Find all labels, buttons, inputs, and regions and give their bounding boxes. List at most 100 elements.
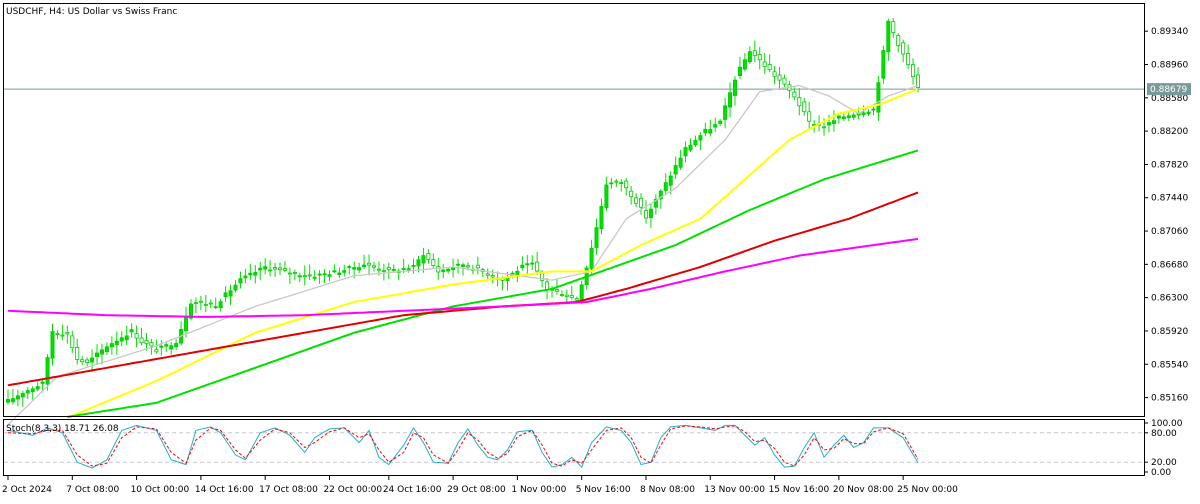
candle-body (312, 276, 317, 279)
candle-body (258, 267, 263, 271)
candle (302, 265, 307, 286)
candle-body (723, 105, 728, 120)
candle (663, 173, 668, 194)
candle (65, 325, 70, 344)
candle (901, 39, 906, 63)
candle (292, 269, 297, 281)
price-tick-label: 0.87060 (1151, 227, 1188, 237)
moving-average-line (7, 84, 919, 426)
candle-body (25, 390, 30, 394)
candle-body (871, 108, 876, 111)
candle (634, 193, 639, 208)
candle (317, 270, 322, 284)
candle-body (109, 343, 114, 348)
candle (713, 117, 718, 132)
candle (90, 349, 95, 372)
candle-body (520, 264, 525, 269)
candle (703, 122, 708, 137)
candle-body (30, 388, 35, 392)
stoch-signal-line (7, 425, 919, 467)
candle-body (737, 66, 742, 76)
candle-body (90, 357, 95, 363)
candle-body (104, 346, 109, 353)
candle (248, 264, 253, 280)
candle (752, 40, 757, 62)
candle (10, 388, 15, 405)
candle-body (545, 281, 550, 291)
candle-body (65, 332, 70, 335)
candle-body (124, 335, 129, 341)
candle (367, 254, 372, 276)
candle-body (95, 352, 100, 358)
candle-body (40, 381, 45, 384)
candle-body (228, 290, 233, 297)
candle-body (421, 255, 426, 264)
candle (841, 112, 846, 122)
candle (851, 112, 856, 121)
candle (85, 357, 90, 367)
time-tick-label: 2 Oct 2024 (2, 485, 52, 495)
candle-body (911, 64, 916, 78)
candle-body (841, 116, 846, 120)
candle-body (302, 275, 307, 278)
candle-body (574, 298, 579, 301)
candle (614, 178, 619, 187)
candle-body (515, 270, 520, 276)
candle (15, 389, 20, 407)
time-tick-label: 13 Nov 00:00 (704, 485, 765, 495)
candle-body (772, 71, 777, 77)
candle (218, 298, 223, 312)
candle-body (386, 267, 391, 271)
candle (530, 255, 535, 271)
candle-body (683, 147, 688, 157)
candle (381, 263, 386, 281)
candle (282, 260, 287, 273)
candle-body (376, 268, 381, 271)
candle-body (802, 101, 807, 113)
candle (193, 297, 198, 314)
candle-body (70, 335, 75, 349)
candle-body (866, 111, 871, 115)
candle (129, 323, 134, 338)
candle-body (55, 333, 60, 335)
price-tick-label: 0.86680 (1151, 260, 1188, 270)
candle-body (307, 274, 312, 277)
candle (169, 342, 174, 355)
candle (559, 290, 564, 297)
candle-body (485, 273, 490, 276)
candle (70, 330, 75, 354)
candle-body (233, 284, 238, 291)
candle-body (876, 82, 881, 113)
candle (797, 88, 802, 116)
candle-body (757, 54, 762, 61)
price-tick-label: 0.87820 (1151, 160, 1188, 170)
candle (421, 248, 426, 273)
candle (589, 239, 594, 274)
price-pane[interactable]: 0.89340 0.88960 0.88580 0.88200 0.87820 0.874… (4, 18, 1191, 426)
candle (475, 256, 480, 275)
candle (119, 331, 124, 347)
candle (446, 267, 451, 274)
candle-body (129, 329, 134, 333)
candle (154, 339, 159, 354)
candle (916, 67, 921, 93)
candle (673, 156, 678, 179)
candle (639, 193, 644, 215)
candle (718, 118, 723, 126)
candle-body (287, 272, 292, 275)
candle (831, 110, 836, 132)
candle (55, 330, 60, 340)
candle-body (446, 268, 451, 272)
price-tick-label: 0.85160 (1151, 394, 1188, 404)
candle (391, 264, 396, 272)
candle-body (441, 269, 446, 272)
candle (451, 258, 456, 278)
candle-body (569, 295, 574, 298)
candle (594, 218, 599, 255)
candle-body (159, 345, 164, 348)
candle-body (614, 180, 619, 183)
candle-body (208, 302, 213, 305)
candle-body (278, 267, 283, 271)
